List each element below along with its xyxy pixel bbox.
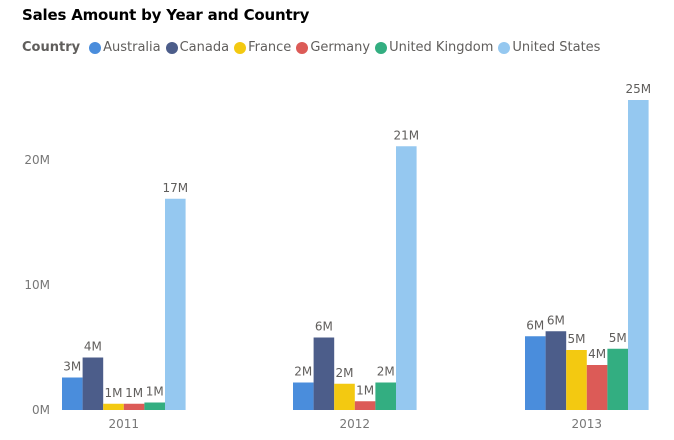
chart-title: Sales Amount by Year and Country — [22, 6, 310, 24]
legend-dot-icon — [296, 41, 309, 54]
bar[interactable] — [123, 403, 145, 410]
bar[interactable] — [62, 377, 83, 411]
legend-item-france[interactable]: France — [234, 40, 291, 55]
bar[interactable] — [607, 348, 628, 410]
data-label: 4M — [84, 340, 102, 354]
data-label: 1M — [125, 386, 143, 400]
bar[interactable] — [144, 402, 165, 411]
x-tick-label: 2013 — [572, 417, 603, 431]
x-tick-label: 2012 — [340, 417, 371, 431]
bar[interactable] — [566, 350, 587, 410]
data-label: 1M — [356, 383, 374, 397]
data-label: 2M — [294, 365, 312, 379]
y-tick-label: 10M — [24, 278, 50, 292]
bar[interactable] — [313, 337, 335, 411]
bar[interactable] — [375, 382, 396, 411]
legend-label: Canada — [179, 40, 230, 55]
legend-label: United Kingdom — [389, 40, 494, 55]
legend-label: France — [248, 40, 292, 55]
bar[interactable] — [293, 382, 314, 411]
bar[interactable] — [103, 403, 124, 410]
bar[interactable] — [354, 401, 376, 410]
data-label: 6M — [526, 318, 544, 332]
legend-item-australia[interactable]: Australia — [89, 40, 161, 55]
bar[interactable] — [545, 331, 567, 410]
legend-dot-icon — [165, 41, 178, 54]
legend-dot-icon — [234, 41, 247, 54]
data-label: 5M — [568, 332, 586, 346]
legend-dot-icon — [89, 41, 102, 54]
legend-label: United States — [512, 40, 601, 55]
bar[interactable] — [396, 146, 417, 410]
data-label: 25M — [625, 82, 651, 96]
legend-item-canada[interactable]: Canada — [165, 40, 230, 55]
data-label: 3M — [63, 360, 81, 374]
legend-label: Germany — [310, 40, 371, 55]
data-label: 4M — [588, 347, 606, 361]
bar[interactable] — [165, 198, 186, 410]
legend-label: Australia — [103, 40, 161, 55]
legend-item-united-states[interactable]: United States — [498, 40, 600, 55]
bar[interactable] — [525, 336, 546, 410]
data-label: 1M — [146, 385, 164, 399]
data-label: 6M — [315, 320, 333, 334]
data-label: 2M — [377, 365, 395, 379]
y-tick-label: 20M — [24, 153, 50, 167]
data-label: 21M — [393, 128, 419, 142]
data-label: 2M — [336, 366, 354, 380]
bar[interactable] — [334, 383, 355, 410]
legend: Country Australia Canada France Germany … — [22, 40, 605, 55]
legend-dot-icon — [498, 41, 511, 54]
legend-item-united-kingdom[interactable]: United Kingdom — [375, 40, 493, 55]
y-tick-label: 0M — [32, 403, 50, 417]
legend-title: Country — [22, 40, 81, 55]
legend-item-germany[interactable]: Germany — [296, 40, 370, 55]
bar[interactable] — [586, 365, 608, 410]
legend-dot-icon — [375, 41, 388, 54]
data-label: 5M — [609, 331, 627, 345]
bar[interactable] — [628, 100, 649, 410]
data-label: 1M — [105, 386, 123, 400]
data-label: 17M — [162, 181, 188, 195]
x-tick-label: 2011 — [109, 417, 140, 431]
bar[interactable] — [82, 357, 104, 411]
data-label: 6M — [547, 313, 565, 327]
